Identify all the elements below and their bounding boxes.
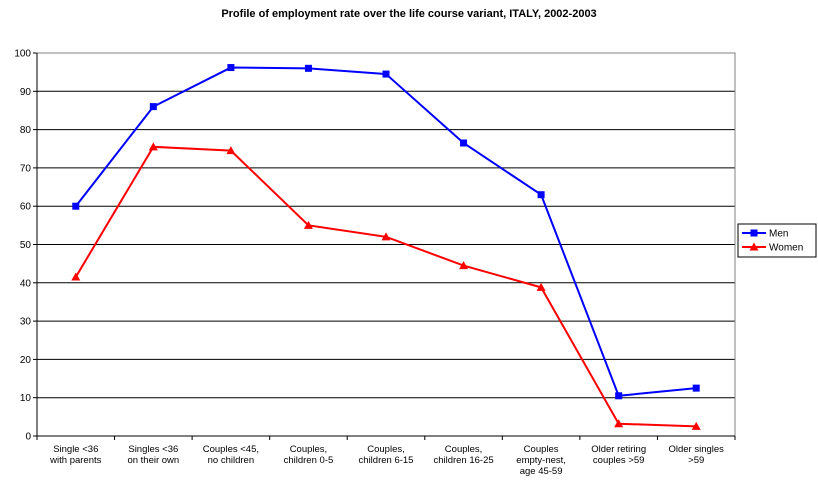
data-point xyxy=(615,392,623,400)
data-point xyxy=(537,191,545,199)
y-tick-label: 10 xyxy=(20,393,32,404)
data-point xyxy=(304,64,312,72)
data-point xyxy=(148,142,158,151)
y-tick-label: 80 xyxy=(20,125,32,136)
x-tick-label: Older singles >59 xyxy=(668,444,724,466)
y-tick-label: 50 xyxy=(20,240,32,251)
data-point xyxy=(226,146,236,155)
data-point xyxy=(72,202,80,210)
legend-marker xyxy=(750,229,758,237)
data-point xyxy=(536,282,546,291)
legend-label: Women xyxy=(769,243,803,254)
x-tick-label: Couples, children 16-25 xyxy=(433,444,493,466)
y-tick-label: 100 xyxy=(14,49,31,60)
legend-marker xyxy=(749,242,759,251)
x-tick-label: Couples <45, no children xyxy=(203,444,259,466)
legend-label: Men xyxy=(769,229,788,240)
data-point xyxy=(71,272,81,281)
y-tick-label: 40 xyxy=(20,278,32,289)
chart-title: Profile of employment rate over the life… xyxy=(221,8,596,20)
data-point xyxy=(381,232,391,241)
data-point xyxy=(303,220,313,229)
x-tick-label: Singles <36 on their own xyxy=(127,444,179,466)
y-tick-label: 90 xyxy=(20,87,32,98)
data-point xyxy=(691,421,701,430)
data-point xyxy=(227,64,235,72)
data-point xyxy=(382,70,390,78)
data-point xyxy=(149,103,157,111)
y-tick-label: 0 xyxy=(25,432,31,443)
data-point xyxy=(614,419,624,428)
y-tick-label: 60 xyxy=(20,202,32,213)
x-tick-label: Older retiring couples >59 xyxy=(591,444,646,466)
y-tick-label: 30 xyxy=(20,317,32,328)
x-tick-label: Single <36 with parents xyxy=(49,444,101,466)
data-point xyxy=(459,261,469,270)
x-tick-label: Couples, children 6-15 xyxy=(359,444,414,466)
x-tick-label: Couples, children 0-5 xyxy=(284,444,334,466)
y-tick-label: 70 xyxy=(20,163,32,174)
data-point xyxy=(692,384,700,392)
y-tick-label: 20 xyxy=(20,355,32,366)
data-point xyxy=(460,139,468,147)
x-tick-label: Couples empty-nest, age 45-59 xyxy=(516,444,566,477)
